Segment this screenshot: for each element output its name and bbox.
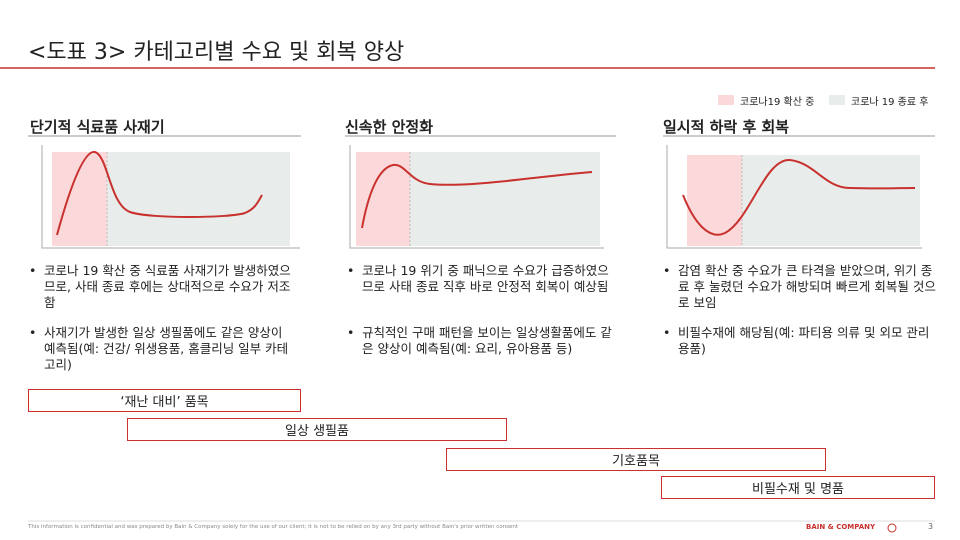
disclaimer: This information is confidential and was… bbox=[28, 524, 518, 530]
bullet: 코로나 19 위기 중 패닉으로 수요가 급증하였으므로 사태 종료 직후 바로… bbox=[347, 263, 620, 295]
category-bar: 일상 생필품 bbox=[127, 418, 507, 441]
panel-title: 단기적 식료품 사재기 bbox=[30, 118, 165, 136]
page-number: 3 bbox=[928, 522, 934, 531]
category-bar: ‘재난 대비’ 품목 bbox=[28, 389, 301, 412]
bullet: 코로나 19 확산 중 식료품 사재기가 발생하였으므로, 사태 종료 후에는 … bbox=[29, 263, 294, 311]
legend-swatch bbox=[718, 95, 734, 105]
chart-1 bbox=[41, 145, 300, 249]
legend-label: 코로나 19 종료 후 bbox=[851, 97, 929, 108]
brand: BAIN & COMPANY bbox=[806, 523, 876, 531]
bullet: 비필수재에 해당됨(예: 파티용 의류 및 외모 관리 용품) bbox=[663, 325, 936, 357]
bullet: 감염 확산 중 수요가 큰 타격을 받았으며, 위기 종료 후 눌렸던 수요가 … bbox=[663, 263, 936, 311]
brand-icon bbox=[887, 523, 897, 533]
panel-title: 신속한 안정화 bbox=[345, 118, 434, 136]
legend-label: 코로나19 확산 중 bbox=[740, 97, 815, 108]
panel-title: 일시적 하락 후 회복 bbox=[663, 118, 790, 136]
chart-3 bbox=[666, 145, 922, 249]
legend-swatch bbox=[829, 95, 845, 105]
slide-title: <도표 3> 카테고리별 수요 및 회복 양상 bbox=[28, 40, 405, 65]
chart-2 bbox=[349, 145, 604, 249]
bullet: 사재기가 발생한 일상 생필품에도 같은 양상이 예측됨(예: 건강/ 위생용품… bbox=[29, 325, 294, 373]
bullet: 규칙적인 구매 패턴을 보이는 일상생활품에도 같은 양상이 예측됨(예: 요리… bbox=[347, 325, 620, 357]
category-bar: 기호품목 bbox=[446, 448, 826, 471]
category-bar: 비필수재 및 명품 bbox=[661, 476, 935, 499]
